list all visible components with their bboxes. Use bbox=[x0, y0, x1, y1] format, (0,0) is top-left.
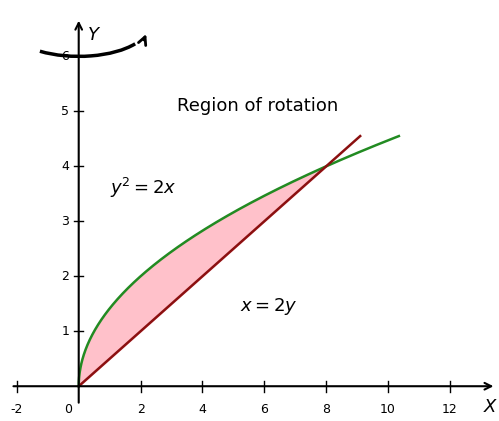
Text: 2: 2 bbox=[137, 403, 145, 416]
Text: Region of rotation: Region of rotation bbox=[178, 97, 339, 115]
Text: 12: 12 bbox=[442, 403, 458, 416]
Text: 1: 1 bbox=[61, 325, 69, 338]
Text: 6: 6 bbox=[260, 403, 268, 416]
Text: X: X bbox=[484, 398, 497, 416]
Text: 6: 6 bbox=[61, 50, 69, 63]
Text: Y: Y bbox=[88, 26, 99, 44]
Text: 2: 2 bbox=[61, 270, 69, 283]
Text: -2: -2 bbox=[10, 403, 23, 416]
Text: 10: 10 bbox=[380, 403, 396, 416]
Text: $y^2=2x$: $y^2=2x$ bbox=[110, 176, 177, 200]
Text: 0: 0 bbox=[64, 403, 72, 416]
Text: 5: 5 bbox=[61, 105, 69, 118]
Text: $x=2y$: $x=2y$ bbox=[240, 296, 297, 317]
Text: 8: 8 bbox=[322, 403, 330, 416]
Text: 4: 4 bbox=[61, 160, 69, 173]
Text: 3: 3 bbox=[61, 215, 69, 228]
Text: 4: 4 bbox=[199, 403, 207, 416]
